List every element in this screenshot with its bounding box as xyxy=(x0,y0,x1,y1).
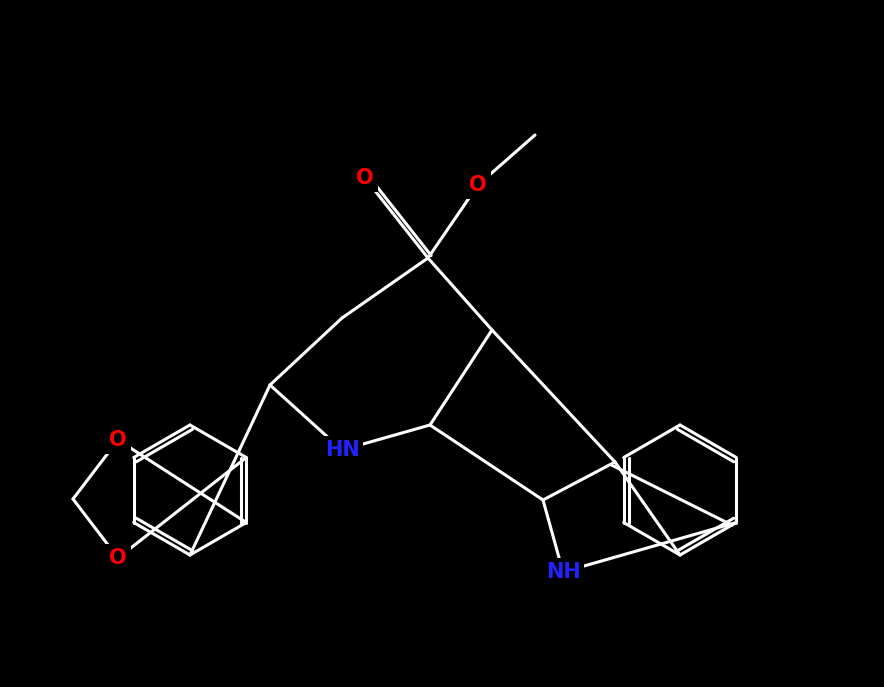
Text: NH: NH xyxy=(545,562,581,582)
Text: O: O xyxy=(110,548,126,568)
Text: HN: HN xyxy=(324,440,360,460)
Text: O: O xyxy=(469,175,487,195)
Text: O: O xyxy=(356,168,374,188)
Text: O: O xyxy=(110,430,126,450)
